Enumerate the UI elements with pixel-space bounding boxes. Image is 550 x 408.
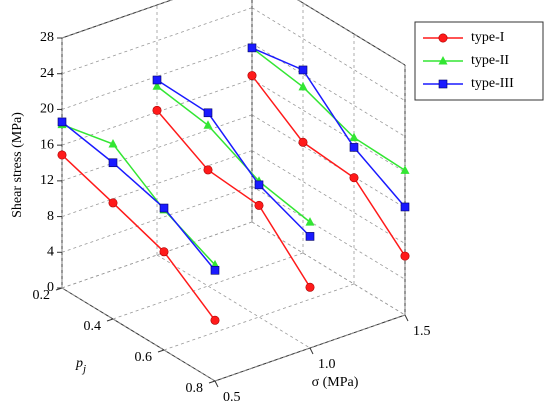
- x-tick: [157, 349, 165, 353]
- marker: [400, 251, 410, 261]
- legend: type-I type-II type-III: [414, 21, 544, 101]
- marker: [305, 217, 315, 226]
- series-line: [251, 47, 406, 208]
- y-tick: [404, 314, 409, 322]
- marker: [305, 232, 315, 241]
- marker: [203, 165, 213, 175]
- marker: [152, 75, 162, 85]
- x-tick: [208, 380, 216, 384]
- marker: [247, 43, 257, 53]
- marker: [152, 105, 162, 115]
- grid-line: [61, 7, 253, 75]
- y-tick-label: 0.5: [223, 390, 241, 405]
- z-tick-label: 16: [40, 137, 54, 152]
- x-axis-label: pj: [75, 356, 86, 374]
- marker: [438, 79, 448, 89]
- grid-line: [251, 78, 406, 173]
- marker: [203, 120, 213, 129]
- grid-line: [297, 0, 406, 66]
- z-tick-label: 4: [47, 245, 54, 260]
- marker: [57, 117, 67, 127]
- marker: [203, 108, 213, 118]
- marker: [254, 200, 264, 210]
- marker: [349, 132, 359, 142]
- x-tick-label: 0.8: [186, 381, 204, 396]
- marker: [438, 56, 448, 65]
- z-tick-label: 24: [40, 66, 54, 81]
- y-tick: [309, 347, 314, 355]
- marker: [400, 165, 410, 174]
- z-tick-label: 0: [47, 280, 54, 295]
- marker: [159, 247, 169, 257]
- series-line: [156, 79, 311, 237]
- x-tick: [106, 318, 114, 322]
- marker: [438, 33, 448, 43]
- x-tick: [55, 287, 63, 291]
- marker: [108, 158, 118, 168]
- legend-label: type-III: [471, 76, 514, 91]
- series-line: [156, 109, 311, 288]
- z-axis-label: Shear stress (MPa): [10, 112, 25, 218]
- marker: [159, 203, 169, 213]
- box-edge: [297, 0, 406, 66]
- series-line: [156, 85, 311, 223]
- marker: [247, 71, 257, 81]
- series-line: [251, 47, 406, 171]
- z-tick-label: 8: [47, 209, 54, 224]
- marker: [210, 315, 220, 325]
- x-tick-label: 0.6: [135, 350, 153, 365]
- series-line: [61, 123, 216, 266]
- grid-line: [251, 221, 406, 316]
- marker: [305, 282, 315, 292]
- series-line: [61, 154, 216, 321]
- legend-label: type-I: [471, 30, 505, 45]
- series-line: [61, 121, 216, 271]
- marker: [57, 150, 67, 160]
- x-tick-label: 0.4: [84, 319, 102, 334]
- z-tick-label: 12: [40, 173, 54, 188]
- grid-line: [156, 254, 311, 349]
- y-tick-label: 1.5: [413, 324, 431, 339]
- marker: [400, 202, 410, 212]
- x-tick-label: 0.2: [33, 288, 51, 303]
- y-axis-label: σ (MPa): [312, 375, 359, 390]
- grid-line: [251, 7, 406, 102]
- marker: [349, 143, 359, 152]
- marker: [298, 137, 308, 147]
- marker: [108, 198, 118, 208]
- marker: [349, 173, 359, 183]
- marker: [152, 81, 162, 90]
- y-tick-label: 1.0: [318, 357, 336, 372]
- marker: [298, 65, 308, 75]
- box-edge: [61, 287, 216, 382]
- series-line: [251, 75, 406, 257]
- marker: [298, 81, 308, 91]
- grid-line: [163, 283, 355, 351]
- y-tick: [214, 380, 219, 388]
- legend-label: type-II: [471, 53, 509, 68]
- marker: [254, 180, 264, 190]
- x-axis-label-main: p: [75, 356, 83, 371]
- z-tick-label: 28: [40, 30, 54, 45]
- marker: [108, 139, 118, 148]
- box-edge: [61, 0, 173, 39]
- z-tick-label: 20: [40, 102, 54, 117]
- x-axis-label-sub: j: [81, 363, 86, 375]
- marker: [210, 265, 220, 275]
